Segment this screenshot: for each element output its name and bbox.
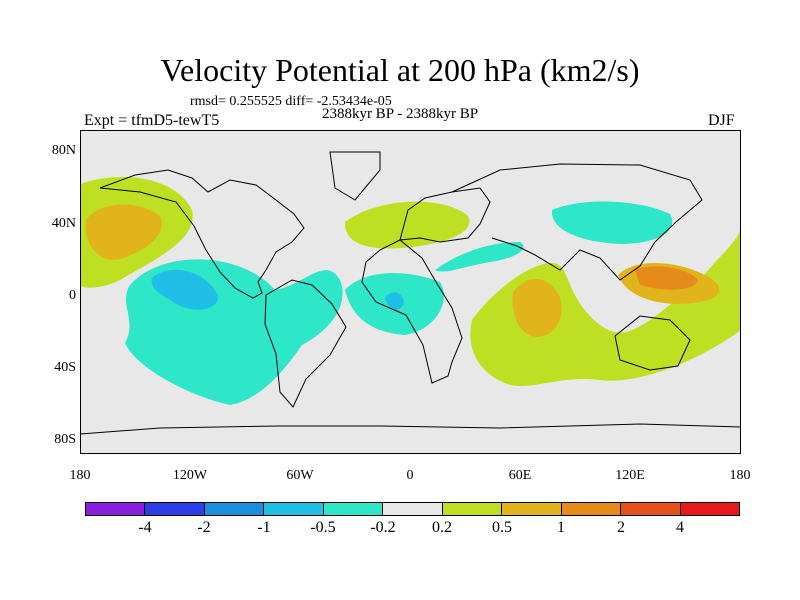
colorbar-box (264, 503, 324, 515)
coastlines (80, 151, 741, 435)
lon-label: 0 (406, 468, 414, 483)
lat-label: 0 (69, 288, 76, 303)
colorbar-label: 1 (557, 519, 565, 536)
coast-antarctica (80, 423, 741, 435)
fill-pos-africa-io (470, 224, 741, 387)
colorbar-label: -4 (138, 519, 152, 536)
fill-pos-africa-core (512, 278, 562, 337)
colorbar-box (442, 503, 503, 515)
colorbar (85, 502, 740, 516)
fill-neg-asia (551, 201, 673, 244)
colorbar-label: -2 (197, 519, 211, 536)
lon-label: 180 (729, 468, 751, 483)
map-frame (80, 130, 741, 454)
lon-label: 120E (615, 468, 645, 483)
colorbar-label: 2 (617, 519, 625, 536)
chart-title: Velocity Potential at 200 hPa (km2/s) (160, 52, 640, 88)
colorbar-box (621, 503, 681, 515)
coast-greenland (329, 151, 381, 201)
colorbar-box (323, 503, 384, 515)
map-panel (80, 130, 741, 454)
fill-pos-europe (344, 201, 470, 249)
fill-neg-arabia (435, 242, 524, 272)
lat-label: 40N (51, 216, 76, 231)
fill-neg-epacific-core (151, 269, 219, 310)
stats-line: rmsd= 0.255525 diff= -2.53434e-05 (190, 94, 392, 109)
colorbar-label: 0.5 (492, 519, 512, 536)
colorbar-box (383, 503, 443, 515)
coast-asia (451, 163, 703, 281)
lon-label: 60E (508, 468, 532, 483)
lat-label: 40S (54, 360, 76, 375)
colorbar-box (680, 503, 739, 515)
fill-neg-atlantic-core (385, 292, 404, 310)
colorbar-label: -0.2 (370, 519, 396, 536)
experiment-label: Expt = tfmD5-tewT5 (84, 112, 220, 129)
colorbar-box (204, 503, 265, 515)
negative-anomaly-regions (125, 201, 673, 405)
coast-south-america (264, 279, 347, 408)
period-line: 2388kyr BP - 2388kyr BP (321, 106, 479, 122)
colorbar-label: 4 (676, 519, 684, 536)
colorbar-box (561, 503, 622, 515)
lon-label: 60W (286, 468, 314, 483)
lat-label: 80S (54, 432, 76, 447)
coast-north-america (99, 169, 305, 299)
fill-pos-wpac-core (635, 266, 698, 290)
colorbar-label: -1 (257, 519, 271, 536)
lon-label: 120W (172, 468, 208, 483)
coast-australia (614, 315, 691, 371)
colorbar-box (502, 503, 562, 515)
colorbar-label: 0.2 (432, 519, 452, 536)
positive-anomaly-regions (80, 176, 741, 387)
lat-label: 80N (51, 143, 76, 158)
colorbar-box (86, 503, 146, 515)
coast-europe-africa (361, 187, 491, 384)
season-label: DJF (708, 112, 735, 129)
colorbar-label: -0.5 (310, 519, 336, 536)
lon-label: 180 (69, 468, 91, 483)
colorbar-box (145, 503, 205, 515)
fill-pos-npacific-core (85, 204, 162, 260)
